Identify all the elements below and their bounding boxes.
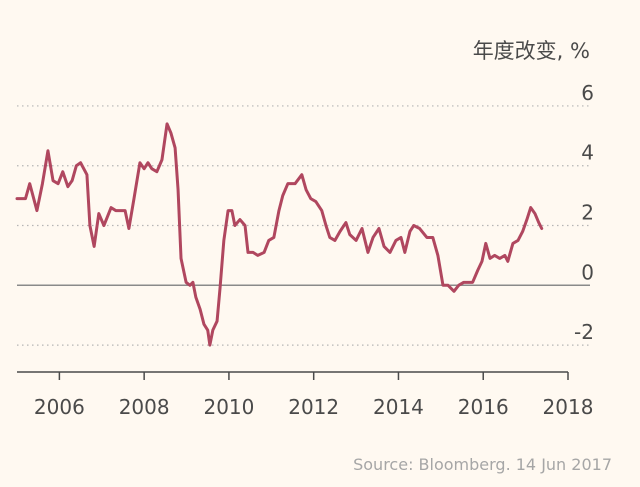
x-tick-label: 2006 — [34, 395, 85, 419]
y-axis-label: 年度改变, % — [473, 39, 590, 63]
x-tick-label: 2008 — [119, 395, 170, 419]
source: Source: Bloomberg. 14 Jun 2017 — [353, 455, 612, 474]
y-tick-label: 0 — [581, 260, 594, 284]
x-tick-label: 2016 — [458, 395, 509, 419]
x-tick-label: 2010 — [203, 395, 254, 419]
y-tick-label: -2 — [574, 320, 594, 344]
y-tick-label: 4 — [581, 141, 594, 165]
x-tick-label: 2014 — [373, 395, 424, 419]
x-tick-label: 2012 — [288, 395, 339, 419]
x-tick-label: 2018 — [543, 395, 594, 419]
data-line — [15, 122, 544, 347]
y-tick-label: 6 — [581, 81, 594, 105]
y-tick-label: 2 — [581, 201, 594, 225]
